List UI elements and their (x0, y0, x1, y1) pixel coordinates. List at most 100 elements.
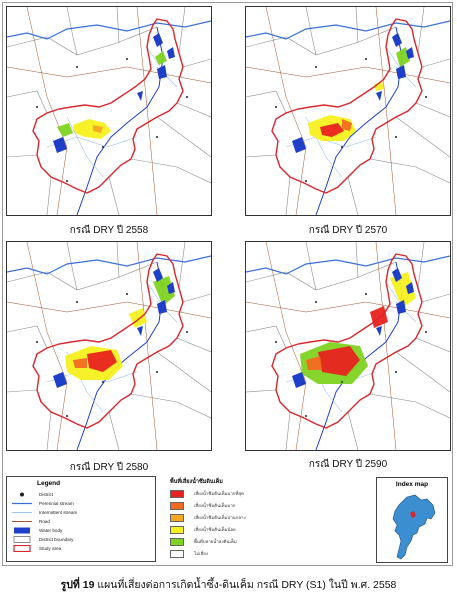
district-boundary (7, 90, 48, 114)
map-panel-2558 (6, 6, 212, 216)
water-body (392, 268, 402, 282)
study-area-boundary (32, 253, 184, 429)
district-point (365, 58, 367, 60)
district-boundary (246, 90, 287, 114)
risk-swatch (170, 501, 184, 510)
district-point (425, 331, 427, 333)
road (7, 301, 211, 319)
risk-legend-item: ไม่เสี่ยง (170, 549, 208, 558)
district-boundary (305, 7, 317, 56)
district-boundary (347, 176, 359, 215)
map-legend: Legend District Perennial stream Intermi… (6, 476, 156, 562)
water-body (137, 91, 143, 101)
water-body (376, 326, 382, 336)
figure-caption: รูปที่ 19 แผนที่เสี่ยงต่อการเกิดน้ำซึ้ง-… (60, 579, 397, 591)
district-boundary (116, 7, 120, 44)
district-boundary (395, 116, 450, 158)
legend-item-district: District (11, 490, 151, 499)
intermittent-stream-icon (11, 509, 33, 516)
district-boundary (178, 242, 186, 289)
district-point (365, 293, 367, 295)
index-map-title: Index map (395, 481, 429, 488)
risk-zone (306, 356, 322, 370)
district-point (341, 381, 343, 383)
district-point (305, 180, 307, 182)
water-body (157, 65, 167, 79)
district-boundary (66, 242, 78, 291)
district-boundary (246, 261, 397, 291)
road (265, 7, 307, 215)
district-boundary (182, 293, 211, 303)
district-point (315, 66, 317, 68)
water-body (157, 300, 167, 314)
risk-swatch (170, 525, 184, 534)
water-body (153, 268, 163, 282)
map-panel-2590 (245, 241, 451, 451)
perennial-stream (246, 20, 450, 40)
district-boundary (156, 116, 211, 158)
district-boundary (369, 393, 450, 419)
district-boundary (182, 58, 211, 68)
water-body (153, 33, 163, 47)
district-boundary (421, 293, 450, 303)
map-caption-2570: กรณี DRY ปี 2570 (308, 225, 388, 236)
district-boundary (46, 411, 52, 450)
district-point (156, 371, 158, 373)
risk-legend-item: พื้นที่ปลายน้ำลงดินเค็ม (170, 537, 237, 546)
district-point (126, 293, 128, 295)
district-boundary (246, 389, 277, 393)
map-caption-2558: กรณี DRY ปี 2558 (69, 225, 149, 236)
water-body (53, 137, 67, 153)
district-boundary (7, 154, 38, 158)
water-body (292, 137, 306, 153)
district-point-icon (11, 491, 33, 498)
risk-zone (370, 306, 388, 328)
district-boundary (7, 389, 38, 393)
district-point (102, 146, 104, 148)
legend-item-perennial-stream: Perennial stream (11, 499, 151, 508)
district-point (66, 180, 68, 182)
index-map: Index map (376, 477, 448, 563)
risk-swatch (170, 549, 184, 558)
district-point (425, 96, 427, 98)
risk-swatch (170, 489, 184, 498)
perennial-stream (246, 255, 450, 275)
district-point (275, 106, 277, 108)
map-caption-2590: กรณี DRY ปี 2590 (308, 459, 388, 470)
district-boundary (7, 261, 158, 291)
district-boundary (355, 242, 359, 279)
district-point (186, 331, 188, 333)
risk-zone (320, 123, 344, 137)
risk-swatch (170, 537, 184, 546)
legend-item-study-area: Study area (11, 544, 151, 553)
perennial-stream (7, 255, 211, 275)
water-body (292, 372, 306, 388)
water-body (406, 47, 414, 59)
risk-legend: พื้นที่เสี่ยงน้ำซึมดินเค็ม เสี่ยงน้ำซึมด… (166, 478, 294, 562)
study-area-boundary (32, 18, 184, 194)
district-boundary (347, 411, 359, 450)
water-body (53, 372, 67, 388)
risk-zone (73, 358, 87, 368)
risk-legend-item: เสี่ยงน้ำซึมดินเค็มมากที่สุด (170, 489, 244, 498)
water-body (396, 300, 406, 314)
risk-legend-item: เสี่ยงน้ำซึมดินเค็มน้อย (170, 525, 236, 534)
district-boundary (246, 154, 277, 158)
water-body (376, 91, 382, 101)
district-boundary-icon (11, 536, 33, 543)
district-boundary (421, 58, 450, 68)
district-boundary (116, 242, 120, 279)
district-boundary (108, 411, 120, 450)
district-point (126, 58, 128, 60)
district-boundary (285, 411, 291, 450)
road (246, 66, 450, 84)
district-boundary (395, 351, 450, 393)
district-boundary (305, 242, 317, 291)
district-point (156, 136, 158, 138)
district-point (66, 415, 68, 417)
district-point (305, 415, 307, 417)
district-boundary (417, 7, 425, 54)
water-body (167, 47, 175, 59)
district-boundary (415, 337, 450, 353)
water-body (392, 33, 402, 47)
